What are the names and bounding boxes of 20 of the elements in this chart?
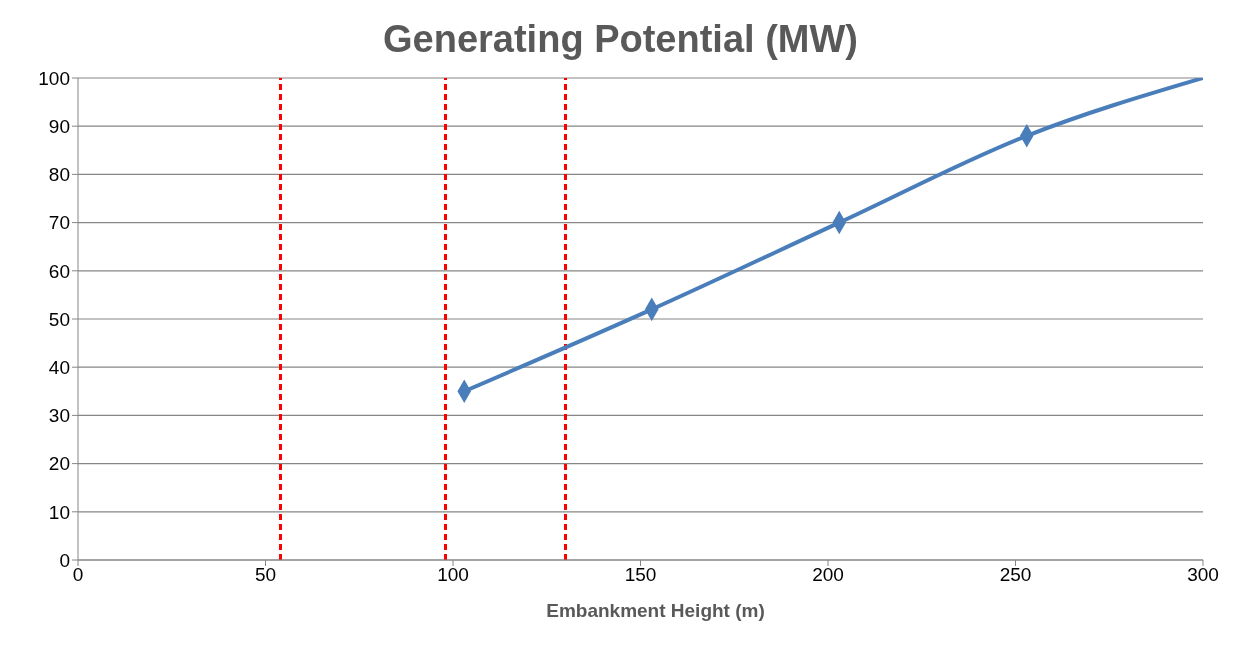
y-tick-label: 50 <box>48 308 70 330</box>
x-axis-title: Embankment Height (m) <box>545 600 766 622</box>
y-tick-label: 90 <box>48 115 70 137</box>
y-tick-label: 10 <box>48 501 70 523</box>
y-tick-label: 100 <box>38 67 70 89</box>
x-tick-label: 150 <box>624 564 657 586</box>
y-tick-label: 80 <box>48 164 70 186</box>
x-tick-label: 200 <box>812 564 844 586</box>
x-tick-label: 250 <box>999 564 1032 586</box>
x-tick-label: 100 <box>437 564 469 586</box>
y-tick-label: 60 <box>48 260 70 282</box>
y-tick-label: 0 <box>59 549 70 571</box>
chart-title: Generating Potential (MW) <box>383 18 858 60</box>
y-tick-label: 40 <box>48 356 70 378</box>
x-tick-label: 300 <box>1187 564 1219 586</box>
y-tick-label: 70 <box>48 212 70 234</box>
x-tick-label: 0 <box>72 564 84 586</box>
y-tick-label: 30 <box>48 405 70 427</box>
x-tick-label: 50 <box>254 564 277 586</box>
y-tick-label: 20 <box>48 453 70 475</box>
